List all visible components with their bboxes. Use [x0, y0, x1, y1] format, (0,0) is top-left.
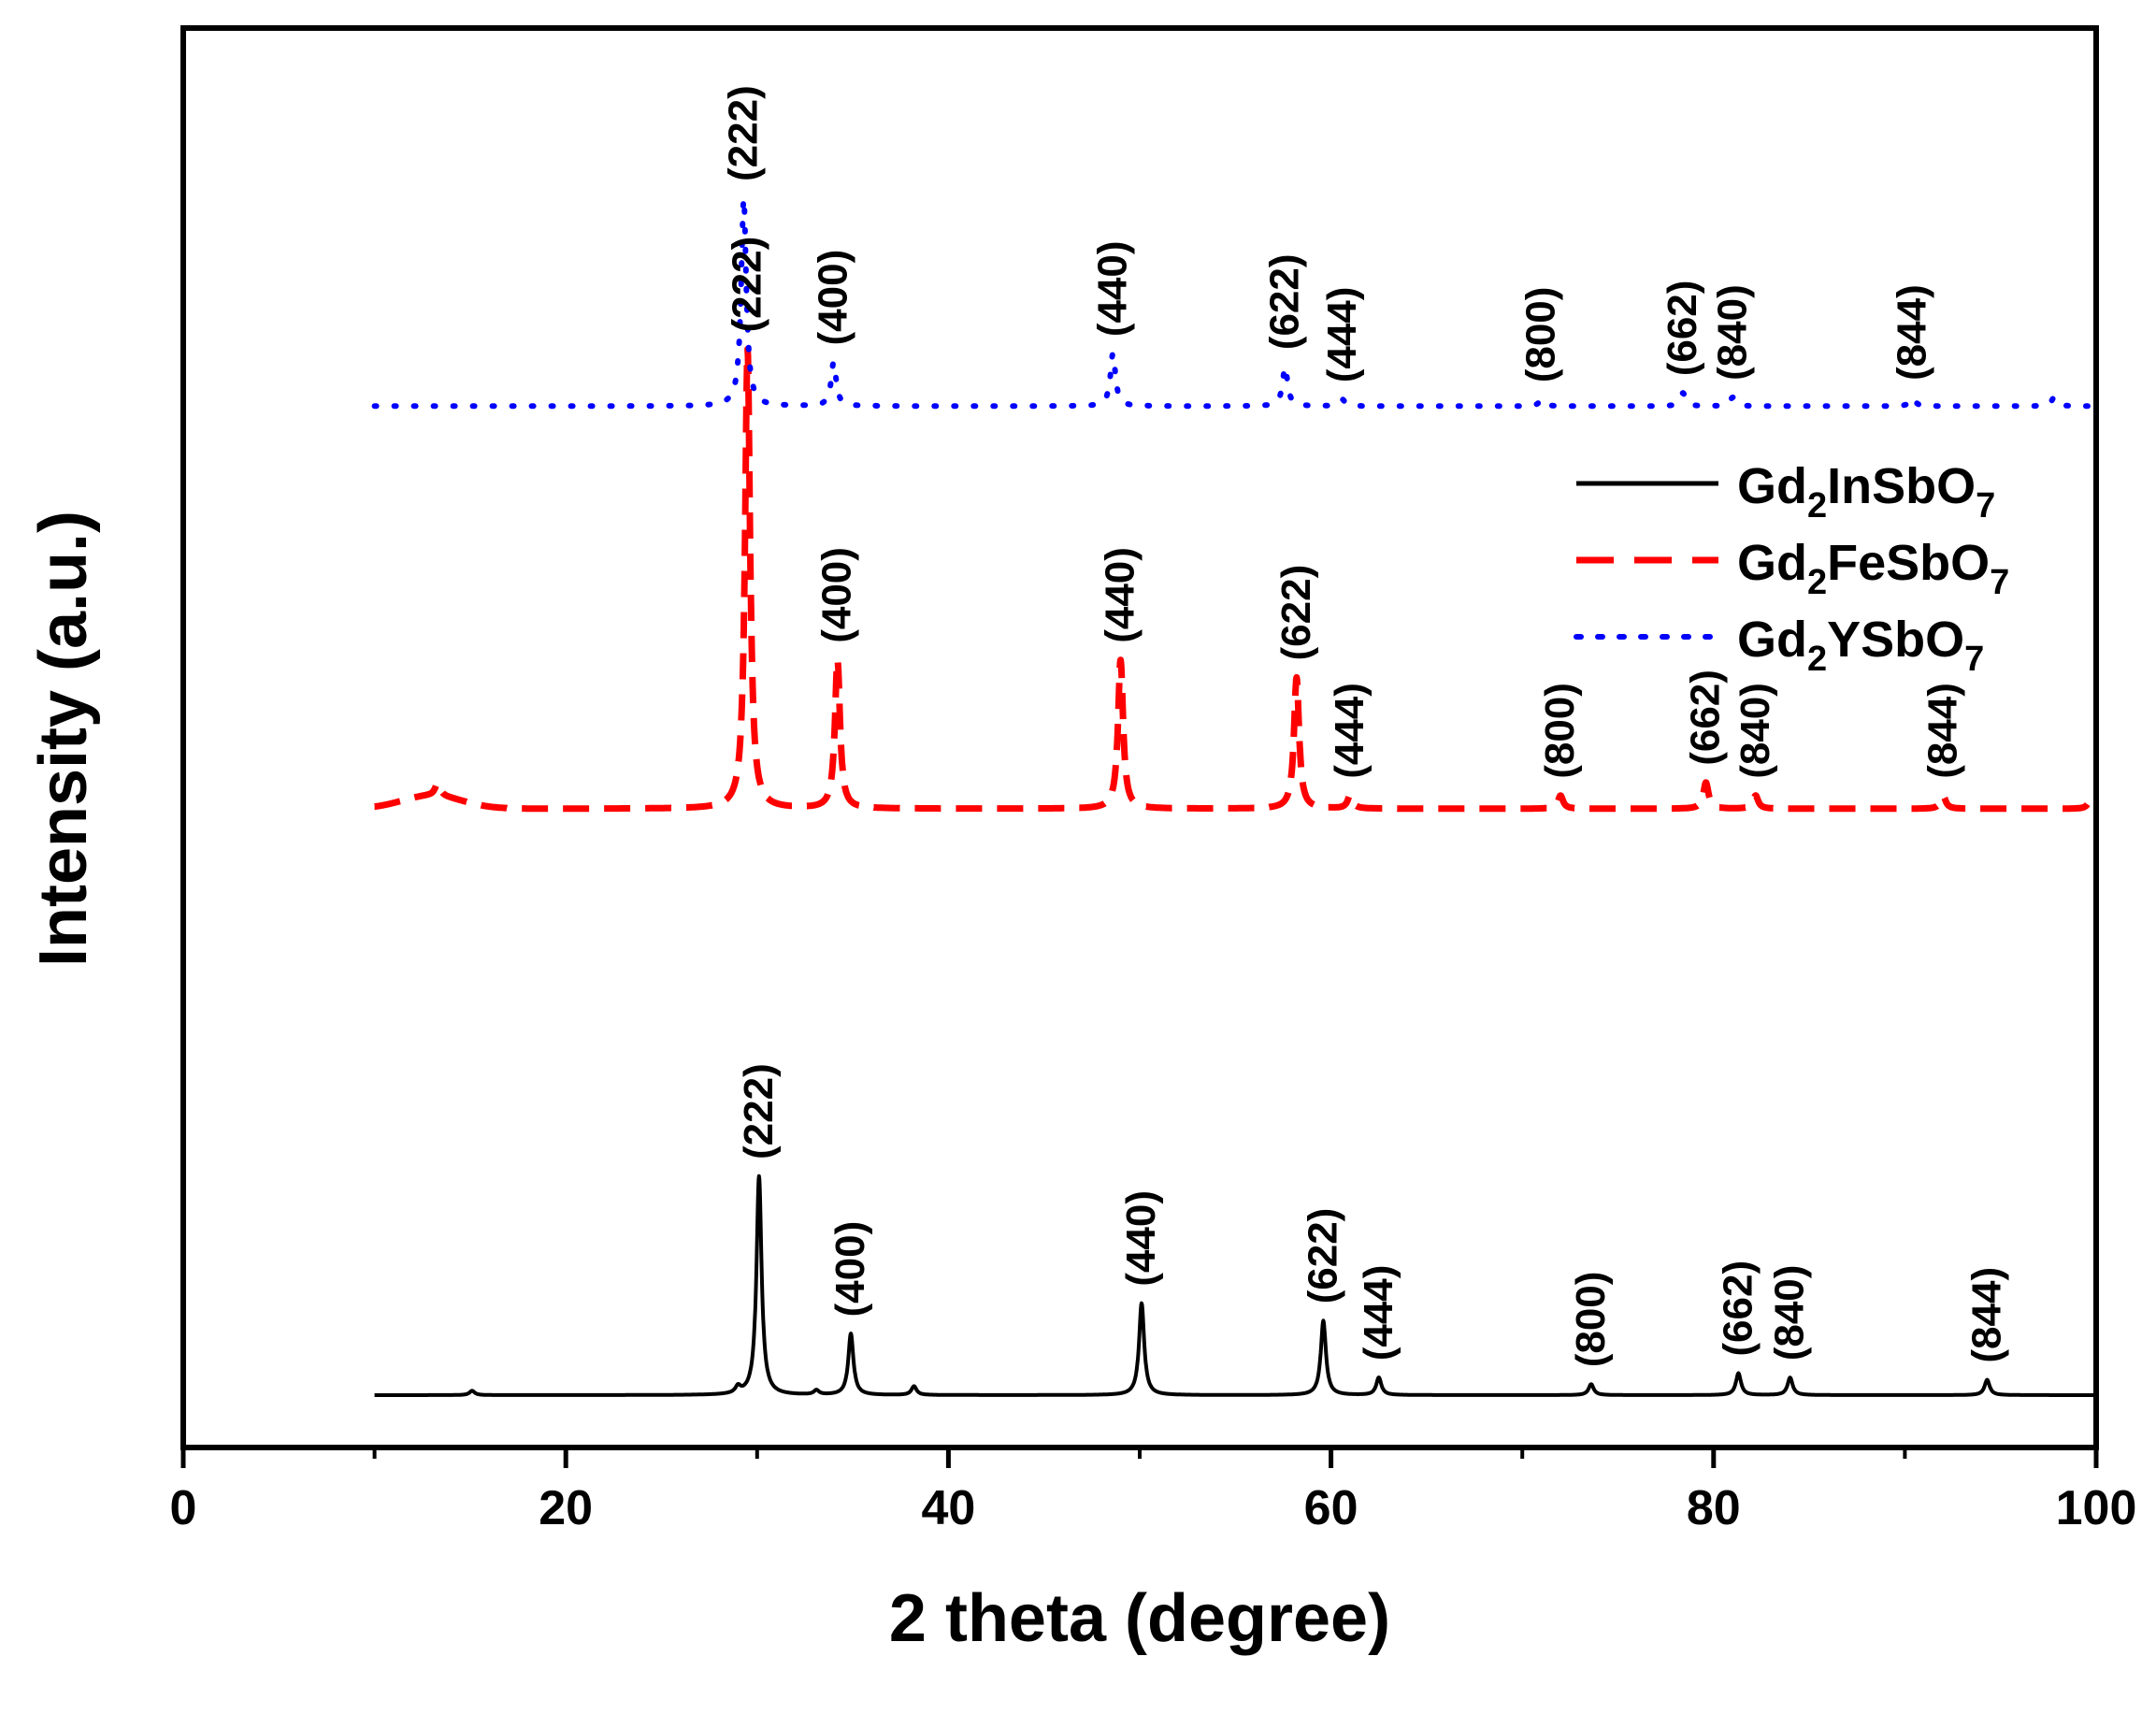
legend-label-2: Gd2FeSbO7 — [1737, 535, 2009, 602]
x-axis-label: 2 theta (degree) — [889, 1581, 1390, 1656]
peak-label: (662) — [1660, 281, 1705, 377]
peak-label: (840) — [1767, 1265, 1813, 1361]
peak-label: (840) — [1732, 683, 1778, 779]
peak-label: (844) — [1919, 683, 1965, 779]
peak-label: (840) — [1709, 284, 1755, 381]
peak-label: (400) — [811, 250, 856, 346]
series-line-1 — [373, 1174, 2098, 1397]
peak-label: (662) — [1683, 670, 1729, 766]
peak-label: (400) — [814, 547, 860, 643]
peak-label: (222) — [736, 1063, 782, 1159]
x-tick-label: 60 — [1304, 1481, 1358, 1535]
peak-label: (444) — [1356, 1265, 1401, 1361]
peak-label: (800) — [1537, 683, 1583, 779]
peak-label: (440) — [1118, 1190, 1164, 1287]
x-tick-label: 80 — [1687, 1481, 1741, 1535]
legend-label-3: Gd2YSbO7 — [1737, 612, 1984, 679]
peak-label: (662) — [1715, 1260, 1761, 1357]
peak-label: (440) — [1098, 547, 1143, 643]
legend-entry-2: Gd2FeSbO7 — [1576, 535, 2009, 602]
peak-label: (800) — [1518, 287, 1564, 383]
peak-label: (622) — [1262, 253, 1308, 350]
legend: Gd2InSbO7 Gd2FeSbO7 Gd2YSbO7 — [1574, 458, 2009, 679]
series-line-2 — [371, 345, 2100, 813]
peak-label: (222) — [721, 85, 767, 181]
x-tick-label: 40 — [921, 1481, 975, 1535]
peak-label: (800) — [1568, 1272, 1614, 1368]
series-line-3 — [371, 195, 2099, 410]
legend-entry-1: Gd2InSbO7 — [1576, 458, 1995, 526]
x-tick-label: 0 — [170, 1481, 197, 1535]
peak-label: (222) — [725, 237, 770, 333]
series-layer — [371, 195, 2100, 1397]
peak-label: (444) — [1319, 287, 1365, 383]
x-tick-label: 100 — [2056, 1481, 2137, 1535]
peak-label: (622) — [1300, 1208, 1345, 1304]
legend-entry-3: Gd2YSbO7 — [1574, 612, 1984, 679]
peak-label: (440) — [1089, 240, 1135, 337]
peak-label: (400) — [827, 1221, 873, 1318]
peak-label: (622) — [1273, 565, 1319, 661]
peak-label: (444) — [1327, 683, 1373, 779]
x-tick-label: 20 — [539, 1481, 593, 1535]
x-axis: 0 20 40 60 80 100 — [170, 1448, 2137, 1535]
peak-label: (844) — [1890, 284, 1935, 381]
peak-label: (844) — [1963, 1267, 2009, 1363]
peak-label-layer: (222)(400) (440) (622)(444) (800) (662) (840)… — [721, 85, 2010, 1367]
legend-label-1: Gd2InSbO7 — [1737, 458, 1995, 526]
y-axis-label: Intensity (a.u.) — [26, 511, 101, 967]
